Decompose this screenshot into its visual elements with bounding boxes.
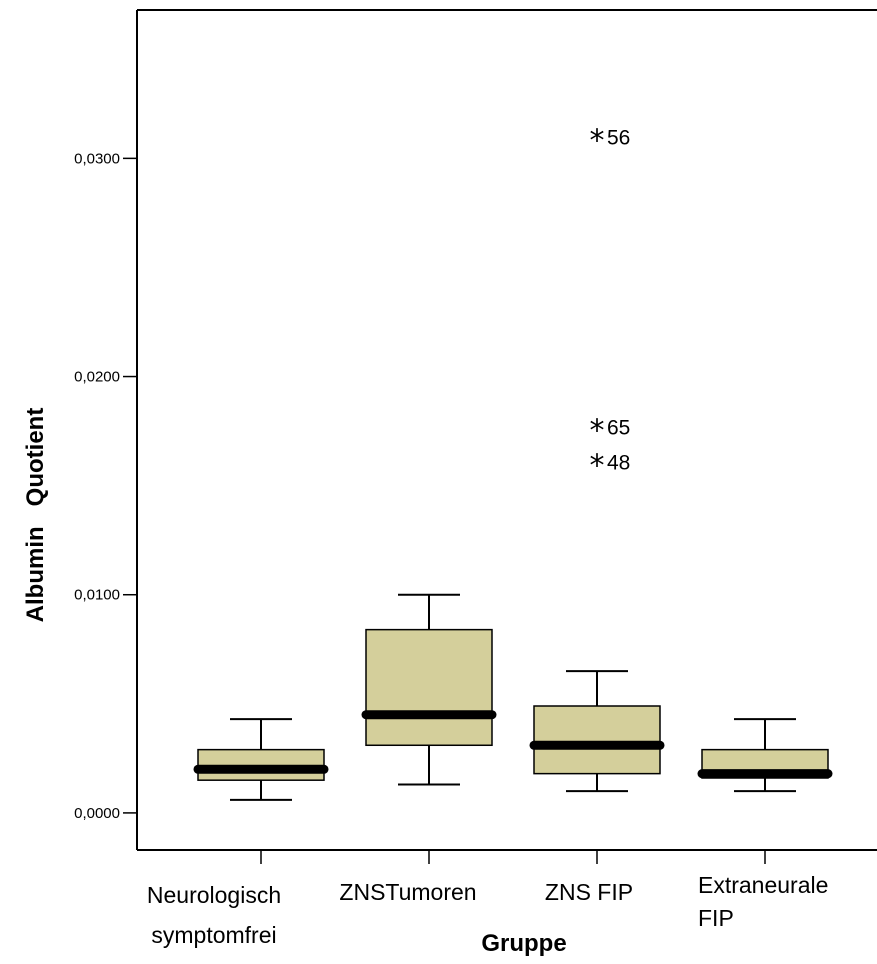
x-category-label-line: Extraneurale (698, 872, 828, 898)
y-tick-label: 0,0200 (74, 369, 120, 386)
box-group (193, 718, 329, 801)
outlier-label: 65 (607, 417, 630, 440)
outlier-marker: * (590, 414, 605, 449)
outlier-marker: * (590, 448, 605, 483)
x-category-label: ZNS FIP (545, 879, 633, 905)
x-category-label-line: ZNSTumoren (339, 879, 476, 905)
box-group (697, 718, 833, 793)
x-axis-title: Gruppe (481, 930, 566, 957)
outlier-series: * 56* 65* 48 (590, 123, 631, 483)
box-group (361, 593, 497, 786)
x-category-label-line: symptomfrei (151, 922, 276, 948)
x-category-label: Neurologisch symptomfrei (147, 882, 281, 948)
x-category-label: ZNSTumoren (339, 879, 476, 905)
box-group (529, 670, 665, 793)
y-tick-label: 0,0000 (74, 805, 120, 822)
iqr-box (533, 705, 661, 775)
outlier-label: 56 (607, 126, 630, 149)
iqr-box (365, 628, 493, 747)
y-axis-title: Albumin Quotient (22, 408, 49, 623)
y-tick-label: 0,0100 (74, 587, 120, 604)
box-series (193, 593, 833, 801)
x-category-label-line: Neurologisch (147, 882, 281, 908)
x-category-label-line: FIP (698, 905, 734, 931)
y-axis: 0,0000 0,0100 0,0200 0,0300 (74, 150, 137, 822)
outlier-label: 48 (607, 451, 630, 474)
outlier-marker: * (590, 123, 605, 158)
x-category-label-line: ZNS FIP (545, 879, 633, 905)
x-axis: Neurologisch symptomfrei ZNSTumoren ZNS FIP… (147, 850, 828, 948)
x-category-label: Extraneurale FIP (698, 872, 828, 931)
y-tick-label: 0,0300 (74, 150, 120, 167)
